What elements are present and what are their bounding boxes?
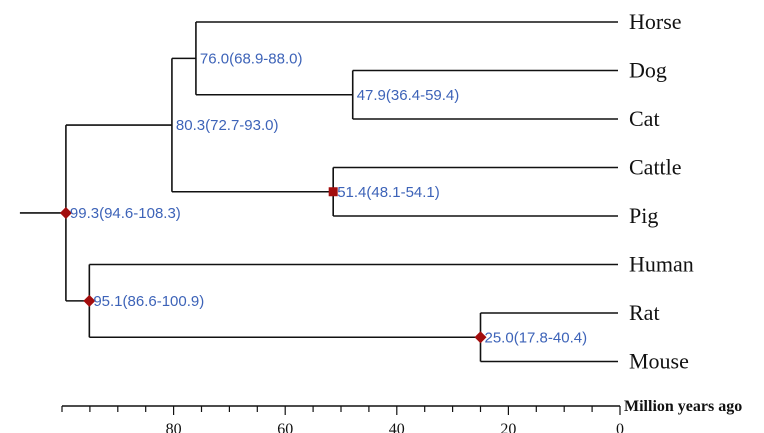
node-label-n760: 76.0(68.9-88.0) — [200, 50, 303, 67]
node-marker-diamond — [59, 206, 72, 219]
taxon-label-human: Human — [629, 252, 694, 277]
axis-tick-label: 80 — [166, 421, 182, 433]
axis-tick-label: 0 — [616, 421, 624, 433]
node-label-n479: 47.9(36.4-59.4) — [357, 87, 460, 104]
branches-group — [19, 21, 618, 363]
time-axis: Million years ago 80 60 40 20 0 — [61, 398, 742, 433]
node-labels-group: 99.3(94.6-108.3) 80.3(72.7-93.0) 76.0(68.9… — [70, 50, 587, 346]
node-label-n250: 25.0(17.8-40.4) — [485, 329, 588, 346]
node-label-n803: 80.3(72.7-93.0) — [176, 117, 279, 134]
axis-tick-label: 40 — [389, 421, 405, 433]
node-marker-diamond — [83, 294, 96, 307]
node-label-n514: 51.4(48.1-54.1) — [337, 184, 440, 201]
taxon-label-cat: Cat — [629, 106, 660, 131]
taxon-label-dog: Dog — [629, 58, 667, 83]
taxon-label-pig: Pig — [629, 203, 658, 228]
node-label-root: 99.3(94.6-108.3) — [70, 205, 181, 222]
taxon-label-rat: Rat — [629, 300, 660, 325]
node-marker-square — [328, 187, 338, 197]
axis-tick-label: 60 — [277, 421, 293, 433]
axis-tick-label: 20 — [500, 421, 516, 433]
node-markers-group — [59, 187, 487, 344]
taxon-labels-group: Horse Dog Cat Cattle Pig Human Rat Mouse — [629, 9, 694, 374]
axis-title: Million years ago — [624, 398, 742, 415]
taxon-label-mouse: Mouse — [629, 349, 689, 374]
node-label-n951: 95.1(86.6-100.9) — [93, 293, 204, 310]
taxon-label-cattle: Cattle — [629, 155, 682, 180]
taxon-label-horse: Horse — [629, 9, 682, 34]
node-marker-diamond — [474, 331, 487, 344]
